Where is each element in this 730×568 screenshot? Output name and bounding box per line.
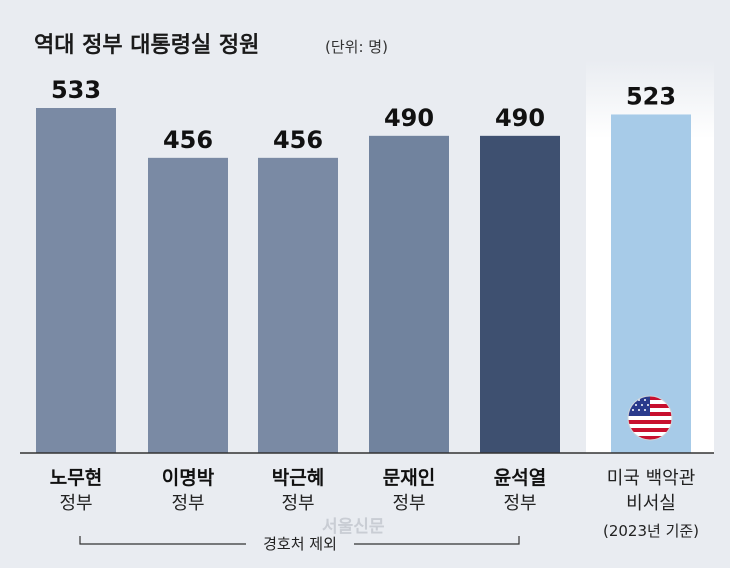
category-label: 문재인 <box>383 467 435 489</box>
bar-3 <box>258 157 338 454</box>
bar-value-label: 490 <box>495 104 545 132</box>
us-category-label: 비서실 <box>626 493 676 514</box>
bar-value-label: 523 <box>626 82 676 110</box>
bar-value-label: 533 <box>51 76 101 104</box>
category-label: 윤석열 <box>494 467 546 489</box>
bar-2 <box>148 157 228 454</box>
category-label: 노무현 <box>50 467 102 489</box>
us-category-label: (2023년 기준) <box>603 522 699 540</box>
category-sublabel: 정부 <box>281 493 314 514</box>
category-sublabel: 정부 <box>392 493 425 514</box>
category-label: 박근혜 <box>272 467 324 489</box>
category-sublabel: 정부 <box>171 493 204 514</box>
category-label: 이명박 <box>162 467 215 489</box>
bars: 533 456 456 490 490 523 <box>36 76 691 454</box>
bar-4 <box>369 135 449 454</box>
bar-value-label: 456 <box>163 126 213 154</box>
us-flag-icon <box>627 395 673 441</box>
us-category-label: 미국 백악관 <box>607 468 696 489</box>
bar-value-label: 490 <box>384 104 434 132</box>
chart-title: 역대 정부 대통령실 정원 <box>34 33 259 58</box>
watermark: 서울신문 <box>322 517 385 537</box>
category-sublabel: 정부 <box>59 493 92 514</box>
category-sublabel: 정부 <box>503 493 536 514</box>
bar-value-label: 456 <box>273 126 323 154</box>
chart-unit: (단위: 명) <box>325 38 388 56</box>
bracket-note: 경호처 제외 <box>263 535 337 553</box>
bar-5 <box>480 135 560 454</box>
bracket <box>79 534 520 554</box>
bar-1 <box>36 108 116 453</box>
